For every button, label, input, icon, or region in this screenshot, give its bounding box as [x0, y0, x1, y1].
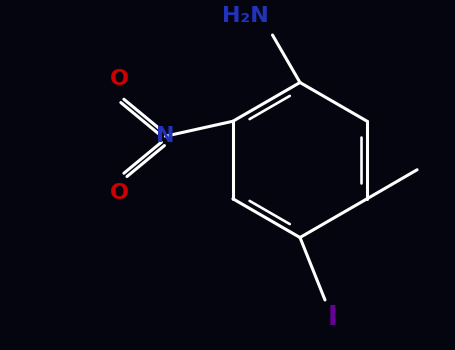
Text: O: O [109, 183, 128, 203]
Text: H₂N: H₂N [222, 6, 268, 26]
Text: N: N [156, 126, 175, 146]
Text: I: I [328, 305, 337, 331]
Text: O: O [109, 69, 128, 89]
